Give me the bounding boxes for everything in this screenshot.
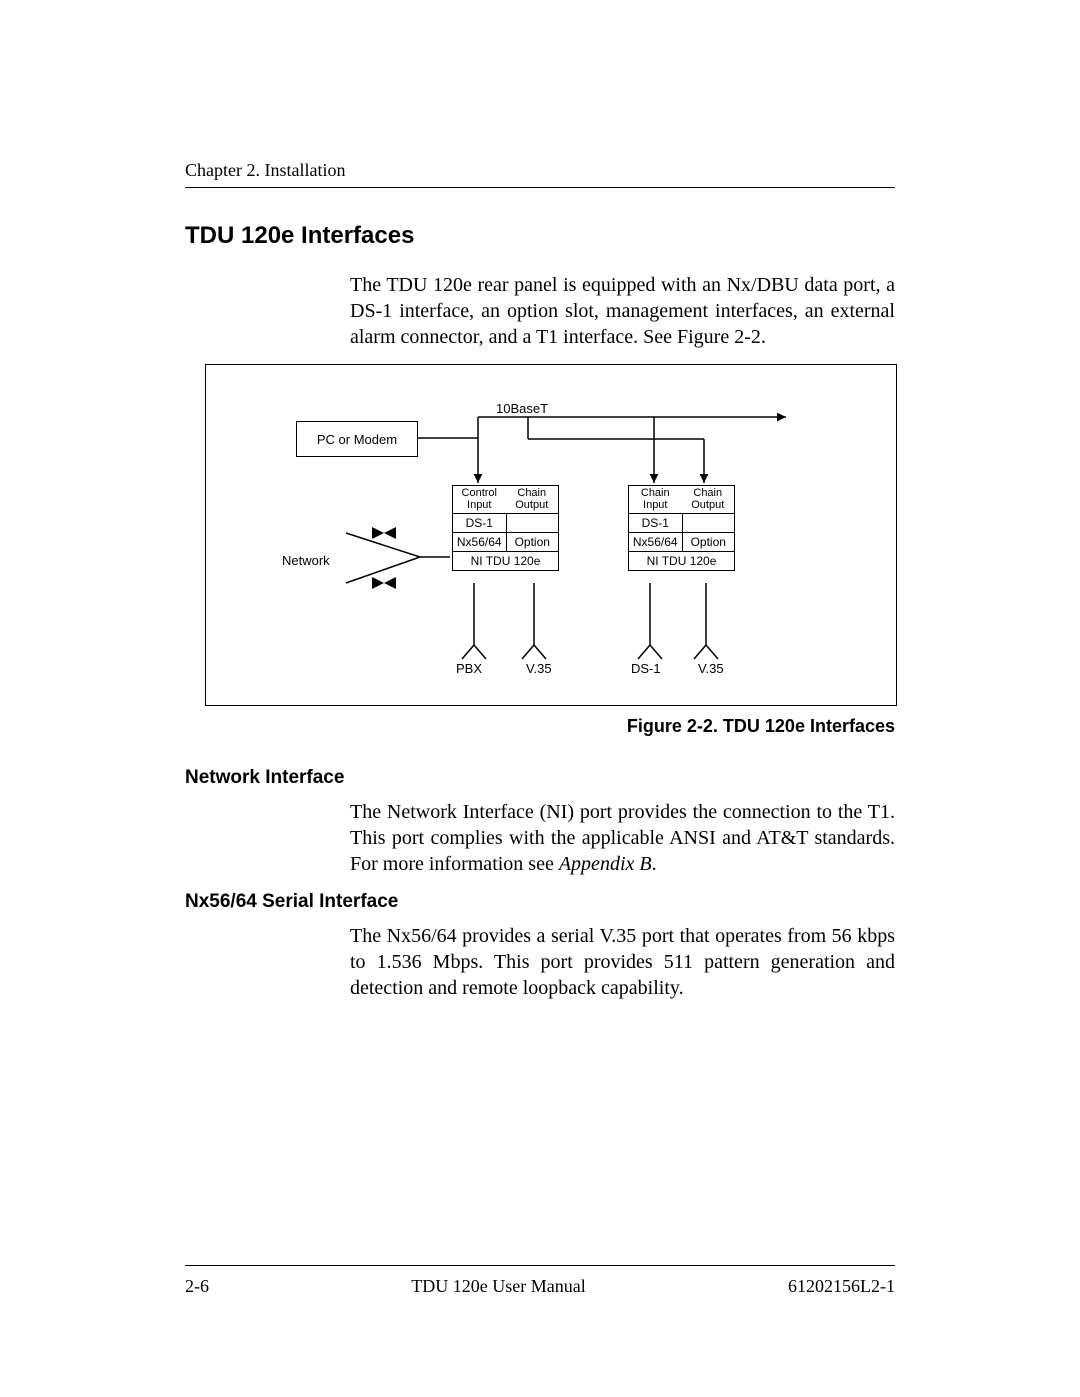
subheading-network-interface: Network Interface [185, 767, 895, 789]
diagram-label: PBX [456, 661, 482, 676]
running-head: Chapter 2. Installation [185, 160, 895, 181]
footer-rule [185, 1265, 895, 1266]
footer-page-number: 2-6 [185, 1276, 209, 1297]
page: Chapter 2. Installation TDU 120e Interfa… [0, 0, 1080, 1397]
diagram-label: 10BaseT [496, 401, 548, 416]
section-title: TDU 120e Interfaces [185, 222, 895, 250]
diagram-label: V.35 [526, 661, 552, 676]
ni-paragraph: The Network Interface (NI) port provides… [350, 799, 895, 877]
footer-doc-id: 61202156L2-1 [788, 1276, 895, 1297]
diagram-label: DS-1 [631, 661, 661, 676]
diagram-label: V.35 [698, 661, 724, 676]
tdu-module: ControlInputChainOutputNI TDU 120eDS-1Nx… [452, 485, 559, 571]
diagram-label: Network [282, 553, 330, 568]
header-rule [185, 187, 895, 188]
appendix-ref: Appendix B [559, 853, 652, 875]
subheading-nx5664: Nx56/64 Serial Interface [185, 891, 895, 913]
diagram-box: PC or Modem [296, 421, 418, 457]
intro-paragraph: The TDU 120e rear panel is equipped with… [350, 272, 895, 350]
page-footer: 2-6 TDU 120e User Manual 61202156L2-1 [185, 1265, 895, 1297]
figure-2-2: PC or Modem Network 10BaseT ControlInputCha… [205, 364, 897, 706]
figure-caption: Figure 2-2. TDU 120e Interfaces [185, 716, 895, 737]
nx-paragraph: The Nx56/64 provides a serial V.35 port … [350, 923, 895, 1001]
ni-paragraph-end: . [652, 853, 657, 875]
tdu-module: ChainInputChainOutputNI TDU 120eDS-1Nx56… [628, 485, 735, 571]
footer-title: TDU 120e User Manual [411, 1276, 585, 1297]
